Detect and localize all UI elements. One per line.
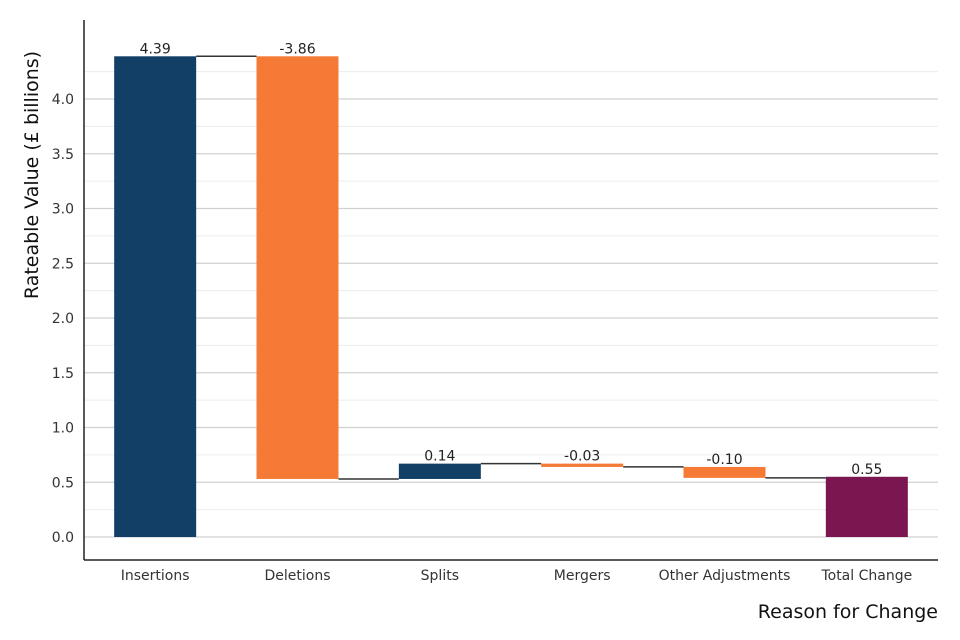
x-tick-label: Splits [421, 568, 459, 584]
bar-other-adjustments [683, 466, 766, 478]
x-tick-label: Other Adjustments [659, 568, 791, 584]
data-label: 0.55 [851, 462, 882, 478]
y-tick-label: 4.0 [52, 92, 74, 108]
y-tick-label: 1.5 [52, 366, 74, 382]
y-axis-title: Rateable Value (£ billions) [21, 51, 43, 299]
bar-mergers [541, 463, 624, 467]
y-tick-label: 0.0 [52, 530, 74, 546]
y-tick-label: 2.0 [52, 311, 74, 327]
y-tick-label: 0.5 [52, 475, 74, 491]
bar-deletions [256, 56, 339, 479]
y-tick-label: 3.5 [52, 147, 74, 163]
x-tick-label: Deletions [264, 568, 330, 584]
y-tick-label: 1.0 [52, 421, 74, 437]
data-label: -0.10 [706, 452, 742, 468]
connector-lines [196, 55, 826, 480]
data-label: -3.86 [279, 41, 315, 57]
x-tick-label: Insertions [121, 568, 190, 584]
x-tick-labels: Insertions Deletions Splits Mergers Other Ad… [121, 568, 912, 584]
axes [83, 20, 938, 561]
grid-lines [84, 71, 938, 538]
data-label: 4.39 [140, 41, 171, 57]
x-tick-label: Mergers [554, 568, 611, 584]
data-label: -0.03 [564, 449, 600, 465]
y-tick-label: 3.0 [52, 202, 74, 218]
data-labels: 4.39 -3.86 0.14 -0.03 -0.10 0.55 [140, 41, 883, 477]
bar-total-change [825, 476, 908, 537]
bars [114, 56, 908, 538]
data-label: 0.14 [424, 449, 455, 465]
x-axis-title: Reason for Change [758, 601, 938, 623]
y-tick-labels: 0.0 0.5 1.0 1.5 2.0 2.5 3.0 3.5 4.0 [52, 92, 74, 546]
bar-splits [398, 463, 481, 479]
bar-insertions [114, 56, 197, 538]
x-tick-label: Total Change [820, 568, 912, 584]
y-tick-label: 2.5 [52, 256, 74, 272]
